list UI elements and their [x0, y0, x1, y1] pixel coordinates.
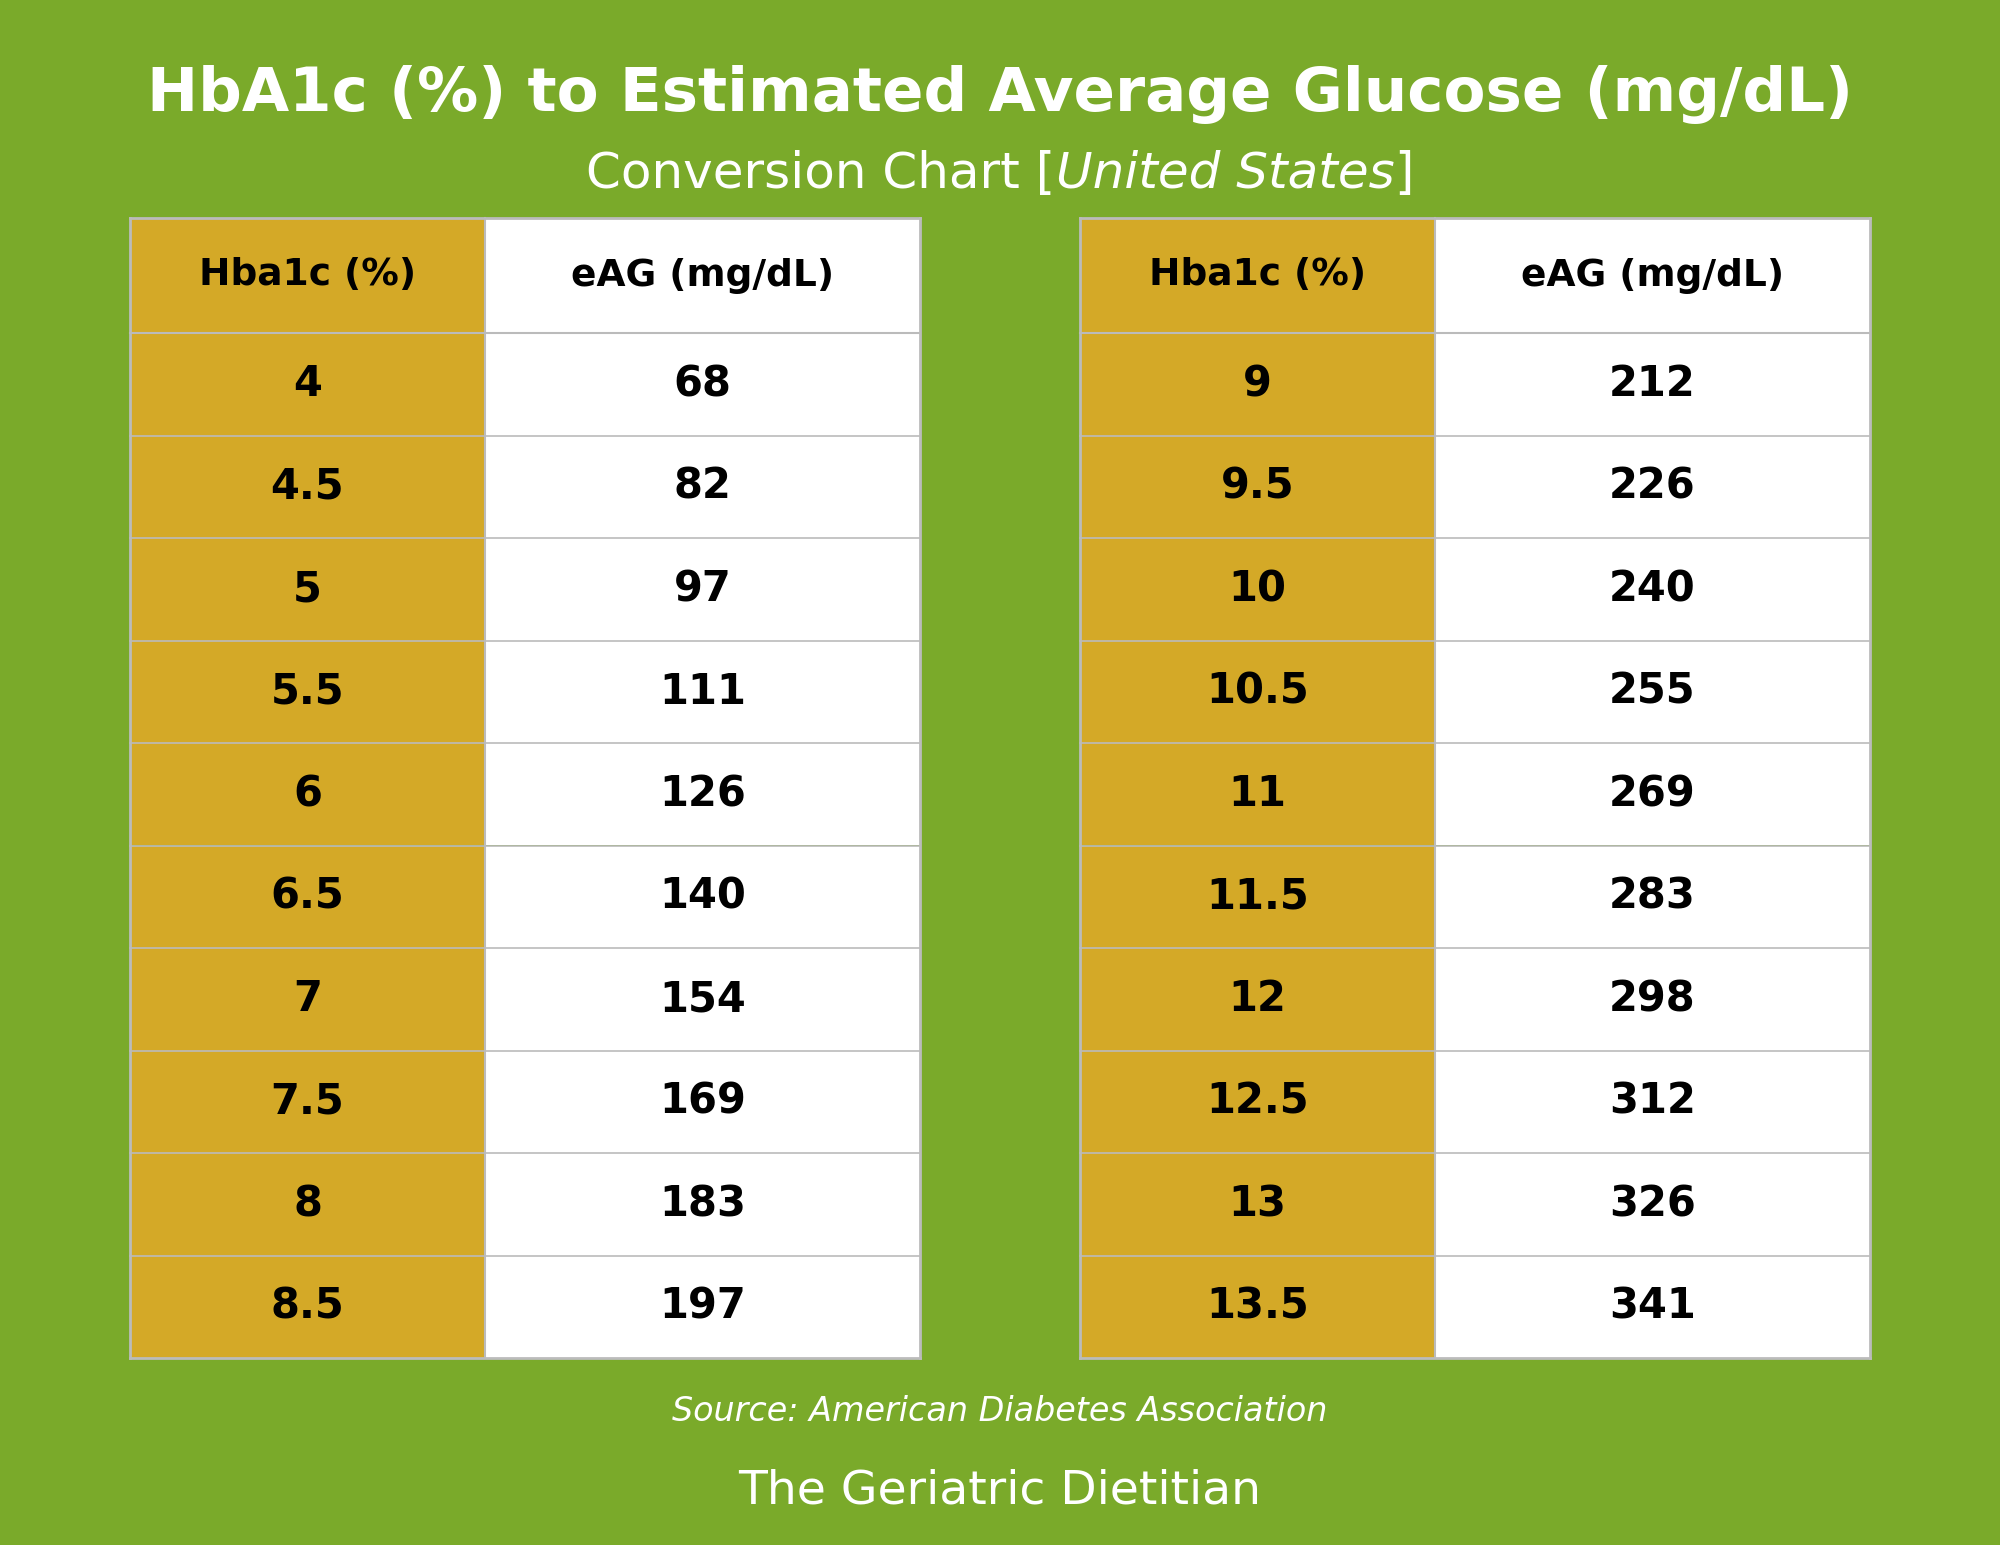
Bar: [484, 1153, 920, 1256]
Text: 212: 212: [1610, 363, 1696, 405]
Text: 341: 341: [1610, 1285, 1696, 1327]
Text: 12.5: 12.5: [1206, 1082, 1308, 1123]
Text: 269: 269: [1610, 772, 1696, 816]
Text: 7.5: 7.5: [270, 1082, 344, 1123]
Bar: [1436, 641, 1870, 743]
Text: 226: 226: [1610, 465, 1696, 508]
Bar: [1436, 218, 1870, 334]
Bar: [130, 436, 484, 538]
Bar: [130, 641, 484, 743]
Text: 111: 111: [660, 671, 746, 712]
Text: 169: 169: [660, 1082, 746, 1123]
Text: 10.5: 10.5: [1206, 671, 1308, 712]
Bar: [1436, 1153, 1870, 1256]
Text: 68: 68: [674, 363, 732, 405]
Bar: [1080, 743, 1436, 845]
Text: 126: 126: [660, 772, 746, 816]
Bar: [484, 1256, 920, 1358]
Bar: [1436, 1051, 1870, 1153]
Text: 255: 255: [1610, 671, 1696, 712]
Text: eAG (mg/dL): eAG (mg/dL): [1520, 258, 1784, 294]
Bar: [484, 1051, 920, 1153]
Bar: [484, 641, 920, 743]
Bar: [484, 743, 920, 845]
Text: 6: 6: [292, 772, 322, 816]
Bar: [130, 743, 484, 845]
Bar: [1080, 949, 1436, 1051]
Text: 9: 9: [1244, 363, 1272, 405]
Bar: [484, 845, 920, 949]
Bar: [130, 1256, 484, 1358]
Text: 9.5: 9.5: [1220, 465, 1294, 508]
Bar: [1080, 436, 1436, 538]
Bar: [1080, 641, 1436, 743]
Text: 4.5: 4.5: [270, 465, 344, 508]
Text: 10: 10: [1228, 569, 1286, 610]
Text: eAG (mg/dL): eAG (mg/dL): [570, 258, 834, 294]
Bar: [1436, 1256, 1870, 1358]
Bar: [1436, 743, 1870, 845]
Text: 298: 298: [1610, 978, 1696, 1020]
Bar: [130, 334, 484, 436]
Text: 12: 12: [1228, 978, 1286, 1020]
Text: 183: 183: [660, 1183, 746, 1225]
Text: Hba1c (%): Hba1c (%): [1148, 258, 1366, 294]
Bar: [1080, 1153, 1436, 1256]
Bar: [484, 949, 920, 1051]
Text: 4: 4: [294, 363, 322, 405]
Text: ]: ]: [1394, 150, 1414, 198]
Bar: [484, 538, 920, 641]
Text: Conversion Chart [: Conversion Chart [: [586, 150, 1056, 198]
Text: 7: 7: [292, 978, 322, 1020]
Bar: [1436, 436, 1870, 538]
Bar: [1436, 334, 1870, 436]
Text: 326: 326: [1610, 1183, 1696, 1225]
Text: 5.5: 5.5: [270, 671, 344, 712]
Bar: [1080, 218, 1436, 334]
Text: 283: 283: [1610, 876, 1696, 918]
Bar: [130, 1153, 484, 1256]
Bar: [130, 949, 484, 1051]
Text: 240: 240: [1610, 569, 1696, 610]
Text: Source: American Diabetes Association: Source: American Diabetes Association: [672, 1395, 1328, 1428]
Text: 140: 140: [660, 876, 746, 918]
Bar: [1436, 845, 1870, 949]
Text: Hba1c (%): Hba1c (%): [198, 258, 416, 294]
Bar: [1080, 1051, 1436, 1153]
Bar: [484, 334, 920, 436]
Bar: [484, 218, 920, 334]
Bar: [1436, 538, 1870, 641]
Text: 82: 82: [674, 465, 732, 508]
Text: 11: 11: [1228, 772, 1286, 816]
Text: HbA1c (%) to Estimated Average Glucose (mg/dL): HbA1c (%) to Estimated Average Glucose (…: [148, 65, 1852, 124]
Text: 8: 8: [292, 1183, 322, 1225]
Text: 312: 312: [1610, 1082, 1696, 1123]
Text: The Geriatric Dietitian: The Geriatric Dietitian: [738, 1468, 1262, 1513]
Text: 8.5: 8.5: [270, 1285, 344, 1327]
Bar: [484, 436, 920, 538]
Text: 6.5: 6.5: [270, 876, 344, 918]
Text: 11.5: 11.5: [1206, 876, 1308, 918]
Bar: [1080, 538, 1436, 641]
Text: 13.5: 13.5: [1206, 1285, 1308, 1327]
Text: 197: 197: [660, 1285, 746, 1327]
Bar: [1080, 1256, 1436, 1358]
Bar: [1436, 949, 1870, 1051]
Bar: [130, 218, 484, 334]
Bar: [130, 538, 484, 641]
Text: 13: 13: [1228, 1183, 1286, 1225]
Text: 154: 154: [660, 978, 746, 1020]
Bar: [130, 845, 484, 949]
Text: United States: United States: [1056, 150, 1394, 198]
Bar: [1080, 334, 1436, 436]
Bar: [130, 1051, 484, 1153]
Bar: [1080, 845, 1436, 949]
Text: 5: 5: [294, 569, 322, 610]
Text: 97: 97: [674, 569, 732, 610]
